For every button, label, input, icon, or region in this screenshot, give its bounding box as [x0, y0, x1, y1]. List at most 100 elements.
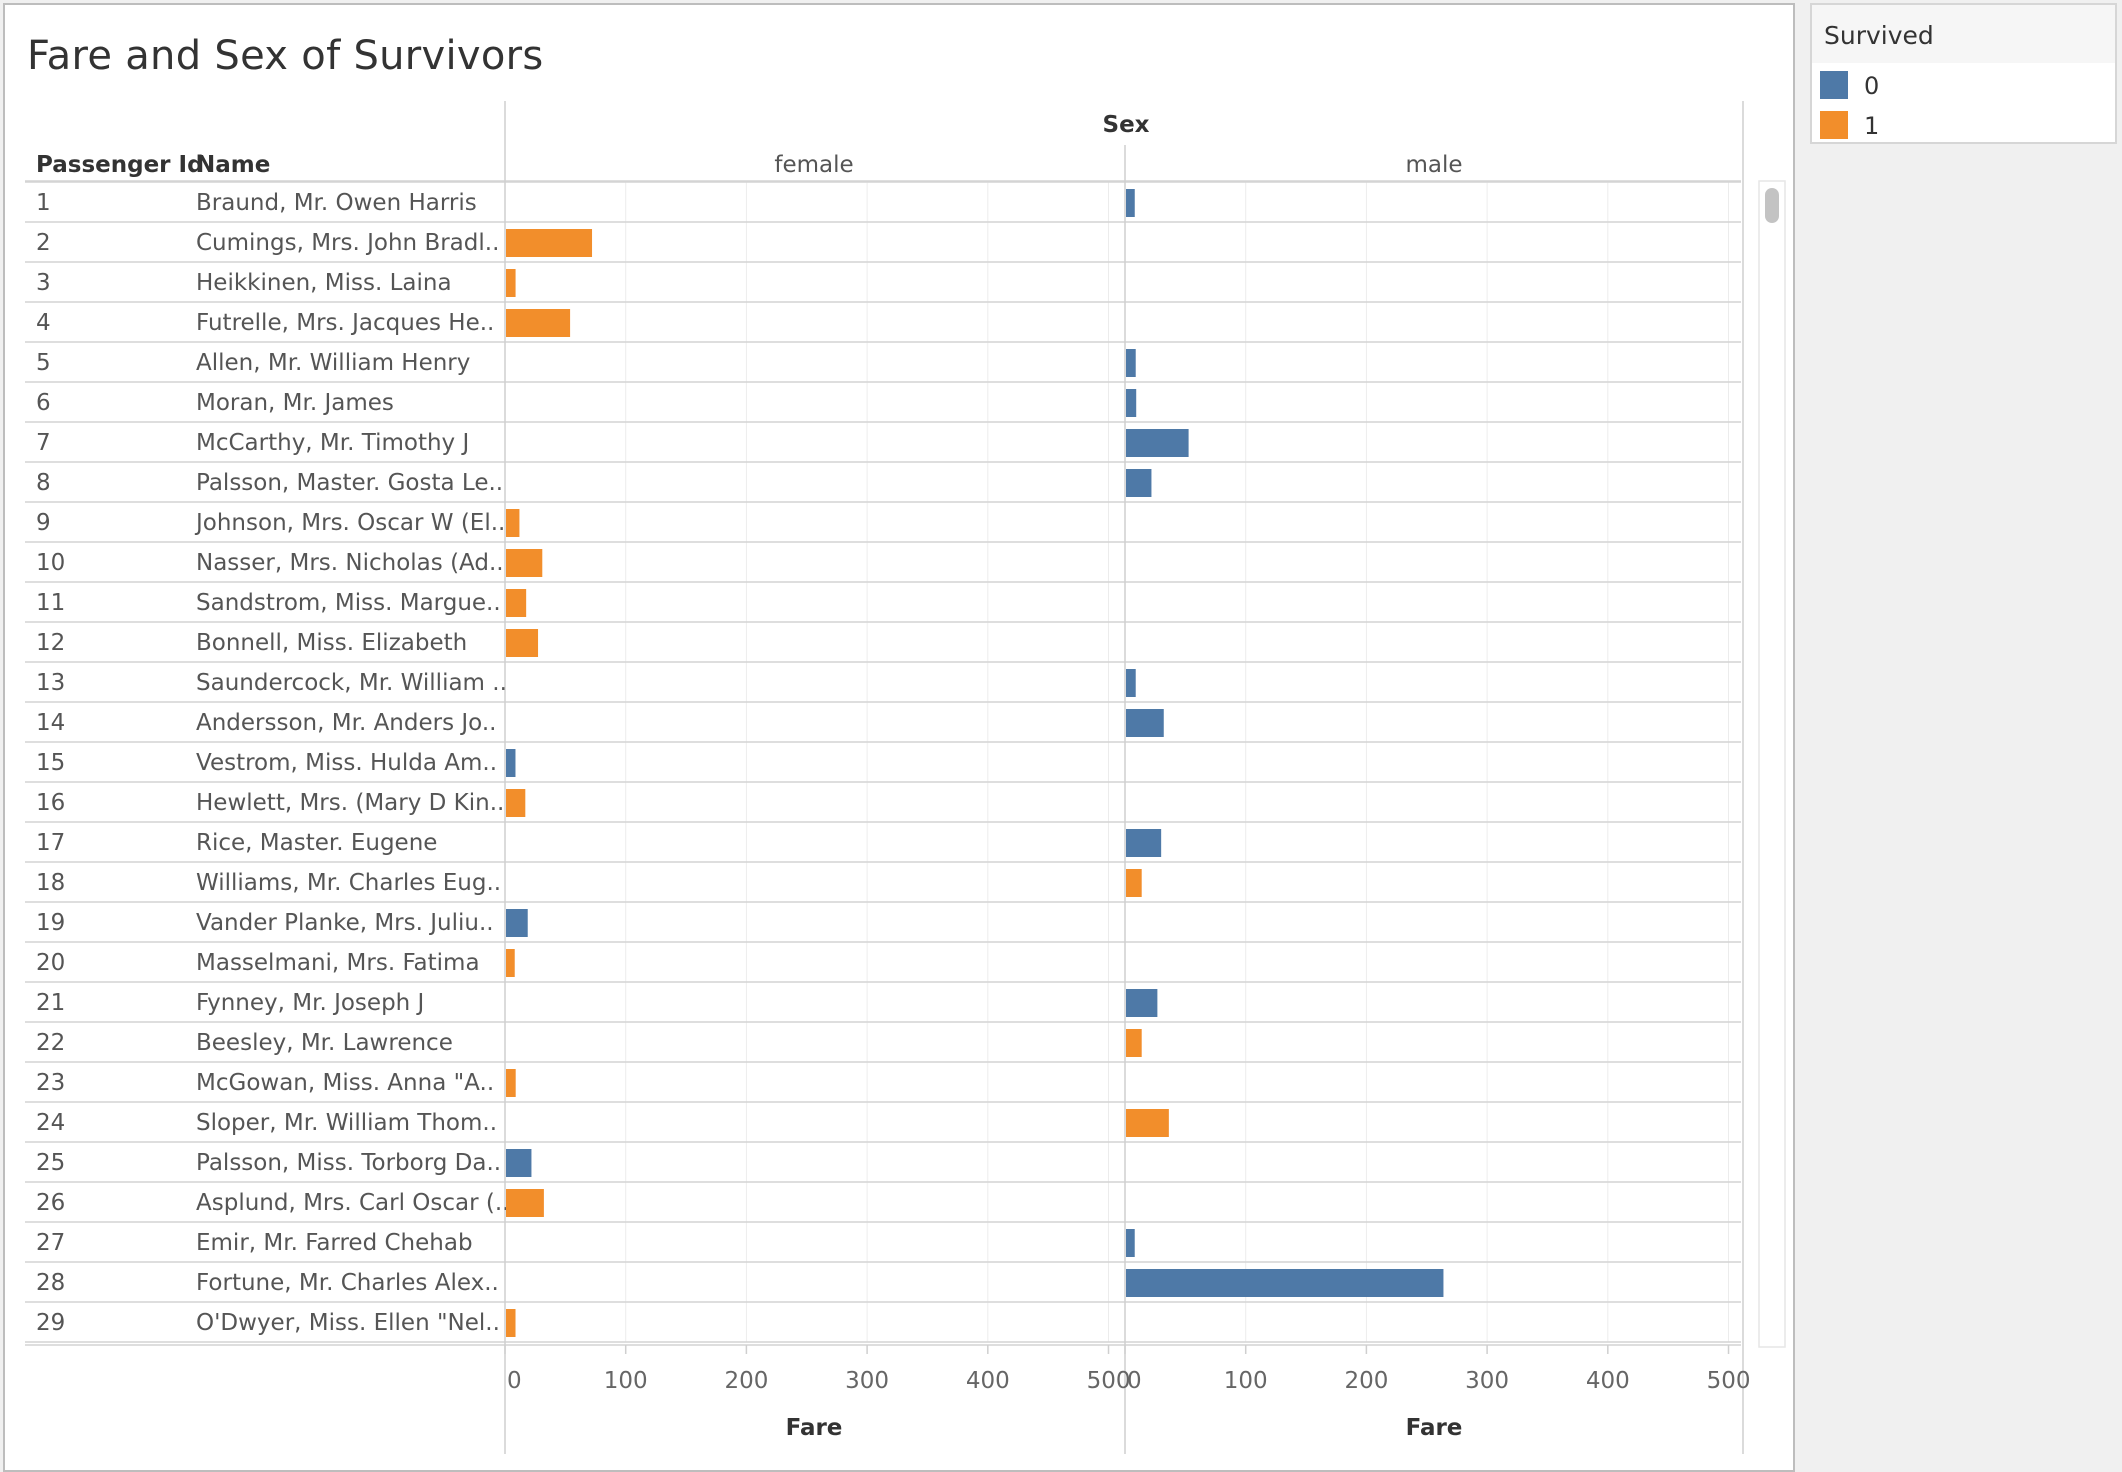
bar-7: [1126, 429, 1189, 457]
bar-18: [1126, 869, 1142, 897]
row-name-17: Rice, Master. Eugene: [196, 830, 437, 856]
bar-15: [506, 749, 516, 777]
row-id-28: 28: [36, 1270, 65, 1296]
row-id-11: 11: [36, 590, 65, 616]
bar-6: [1126, 389, 1137, 417]
row-name-19: Vander Planke, Mrs. Juliu..: [196, 910, 494, 936]
bar-22: [1126, 1029, 1142, 1057]
row-id-10: 10: [36, 550, 65, 576]
row-name-22: Beesley, Mr. Lawrence: [196, 1030, 453, 1056]
tick-label-female-300: 300: [845, 1368, 889, 1394]
row-id-23: 23: [36, 1070, 65, 1096]
legend-header: [1812, 5, 2115, 63]
bar-2: [506, 229, 593, 257]
row-name-21: Fynney, Mr. Joseph J: [196, 990, 424, 1016]
row-id-12: 12: [36, 630, 65, 656]
x-axis-label-male: Fare: [1406, 1415, 1463, 1441]
row-name-12: Bonnell, Miss. Elizabeth: [196, 630, 467, 656]
chart-title: Fare and Sex of Survivors: [27, 33, 544, 79]
x-axis-label-female: Fare: [786, 1415, 843, 1441]
chart-panel: Fare and Sex of Survivors Sex female male P…: [3, 3, 1795, 1472]
row-name-9: Johnson, Mrs. Oscar W (El..: [194, 510, 505, 536]
bar-23: [506, 1069, 516, 1097]
row-id-25: 25: [36, 1150, 65, 1176]
row-id-21: 21: [36, 990, 65, 1016]
row-id-9: 9: [36, 510, 51, 536]
bar-9: [506, 509, 520, 537]
bar-17: [1126, 829, 1162, 857]
tick-label-male-500: 500: [1707, 1368, 1751, 1394]
row-name-2: Cumings, Mrs. John Bradl..: [196, 230, 499, 256]
row-id-18: 18: [36, 870, 65, 896]
row-id-22: 22: [36, 1030, 65, 1056]
bar-14: [1126, 709, 1164, 737]
legend-label-0: 0: [1864, 72, 1880, 100]
bar-10: [506, 549, 543, 577]
legend-swatch-0: [1820, 71, 1848, 99]
row-id-3: 3: [36, 270, 51, 296]
bar-25: [506, 1149, 532, 1177]
row-name-27: Emir, Mr. Farred Chehab: [196, 1230, 473, 1256]
facet-header-male: male: [1405, 152, 1462, 178]
row-name-24: Sloper, Mr. William Thom..: [196, 1110, 497, 1136]
bar-21: [1126, 989, 1158, 1017]
row-name-23: McGowan, Miss. Anna "A..: [196, 1070, 494, 1096]
row-name-25: Palsson, Miss. Torborg Da..: [196, 1150, 501, 1176]
row-name-14: Andersson, Mr. Anders Jo..: [196, 710, 496, 736]
bar-19: [506, 909, 528, 937]
row-id-7: 7: [36, 430, 51, 456]
row-name-5: Allen, Mr. William Henry: [196, 350, 470, 376]
bar-11: [506, 589, 527, 617]
row-name-6: Moran, Mr. James: [196, 390, 394, 416]
row-id-13: 13: [36, 670, 65, 696]
row-id-4: 4: [36, 310, 51, 336]
row-id-27: 27: [36, 1230, 65, 1256]
row-id-29: 29: [36, 1310, 65, 1336]
bar-20: [506, 949, 515, 977]
row-id-1: 1: [36, 190, 51, 216]
row-name-1: Braund, Mr. Owen Harris: [196, 190, 477, 216]
row-name-11: Sandstrom, Miss. Margue..: [196, 590, 501, 616]
scrollbar-track: [1758, 180, 1786, 1348]
row-name-4: Futrelle, Mrs. Jacques He..: [196, 310, 494, 336]
facet-header-female: female: [774, 152, 853, 178]
tick-label-male-400: 400: [1586, 1368, 1630, 1394]
bar-26: [506, 1189, 544, 1217]
row-id-8: 8: [36, 470, 51, 496]
row-name-28: Fortune, Mr. Charles Alex..: [196, 1270, 499, 1296]
row-name-26: Asplund, Mrs. Carl Oscar (..: [196, 1190, 510, 1216]
tick-label-male-200: 200: [1344, 1368, 1388, 1394]
tick-label-female-100: 100: [604, 1368, 648, 1394]
bar-16: [506, 789, 526, 817]
scrollbar-thumb: [1765, 188, 1779, 223]
legend-title: Survived: [1824, 21, 1934, 50]
bar-28: [1126, 1269, 1444, 1297]
row-id-20: 20: [36, 950, 65, 976]
row-name-20: Masselmani, Mrs. Fatima: [196, 950, 480, 976]
row-name-16: Hewlett, Mrs. (Mary D Kin..: [196, 790, 504, 816]
legend-label-1: 1: [1864, 112, 1880, 140]
row-id-14: 14: [36, 710, 65, 736]
tick-label-male-300: 300: [1465, 1368, 1509, 1394]
tick-label-male-100: 100: [1224, 1368, 1268, 1394]
bar-3: [506, 269, 516, 297]
facet-title: Sex: [1103, 112, 1150, 138]
legend-panel: Survived 0 1: [1810, 3, 2117, 144]
row-name-10: Nasser, Mrs. Nicholas (Ad..: [196, 550, 504, 576]
legend-swatch-1: [1820, 111, 1848, 139]
row-name-7: McCarthy, Mr. Timothy J: [196, 430, 469, 456]
column-header-passenger-id: Passenger Id: [36, 152, 204, 178]
tick-label-female-500: 500: [1087, 1368, 1131, 1394]
row-name-18: Williams, Mr. Charles Eug..: [196, 870, 501, 896]
bar-24: [1126, 1109, 1169, 1137]
row-name-3: Heikkinen, Miss. Laina: [196, 270, 452, 296]
row-name-8: Palsson, Master. Gosta Le..: [196, 470, 503, 496]
bar-1: [1126, 189, 1135, 217]
bar-12: [506, 629, 539, 657]
bar-27: [1126, 1229, 1135, 1257]
row-id-16: 16: [36, 790, 65, 816]
bar-5: [1126, 349, 1136, 377]
column-header-name: Name: [196, 152, 270, 178]
bar-13: [1126, 669, 1136, 697]
